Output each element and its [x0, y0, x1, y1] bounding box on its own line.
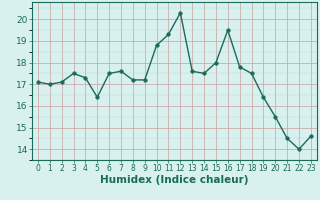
X-axis label: Humidex (Indice chaleur): Humidex (Indice chaleur): [100, 175, 249, 185]
